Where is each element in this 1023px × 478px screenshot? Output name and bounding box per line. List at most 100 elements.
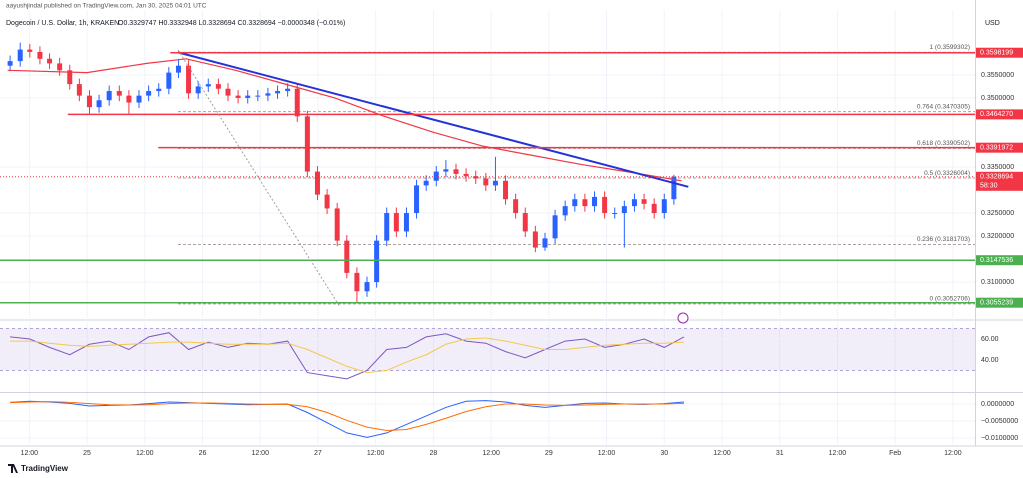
candle-body (473, 176, 479, 179)
symbol: Dogecoin / U.S. Dollar, 1h, KRAKEN (6, 20, 119, 27)
candle-body (612, 213, 618, 215)
countdown: 58:30 (980, 183, 998, 190)
candle-body (492, 180, 498, 186)
price-tag-label: 0.3464270 (980, 111, 1013, 118)
alert-icon[interactable] (677, 312, 689, 324)
candle-body (17, 49, 23, 62)
y-tick-label: −0.0100000 (981, 435, 1018, 442)
candle-body (294, 88, 300, 117)
candle-body (503, 180, 509, 200)
candle-body (304, 116, 310, 172)
candle-body (651, 203, 657, 214)
fib-label: 0.764 (0.3470305) (917, 103, 970, 110)
current-price-label: 0.3328694 (980, 174, 1013, 181)
candle-body (285, 88, 291, 92)
x-tick-label: 25 (83, 450, 91, 457)
candle-body (265, 93, 271, 96)
candle-body (463, 173, 469, 177)
price-tag-label: 0.3391972 (980, 145, 1013, 152)
indicator-line (10, 332, 685, 380)
candle-body (661, 199, 667, 214)
currency: USD (985, 20, 1000, 27)
candle-body (443, 169, 449, 172)
candle-body (641, 199, 647, 204)
candle-body (175, 65, 181, 73)
candle-body (403, 213, 409, 232)
price-tag (976, 47, 1023, 58)
x-tick-label: Feb (889, 450, 901, 457)
fib-label: 0.236 (0.3181703) (917, 236, 970, 243)
x-tick-label: 12:00 (598, 450, 616, 457)
macd-pane (0, 393, 975, 445)
price-tag (976, 109, 1023, 120)
candle-body (245, 95, 251, 98)
candle-body (433, 171, 439, 181)
candle-body (621, 206, 627, 214)
candle-body (334, 208, 340, 241)
candle-body (106, 91, 112, 101)
x-tick-label: 28 (429, 450, 437, 457)
price-tag (976, 255, 1023, 266)
candle-body (67, 70, 73, 85)
x-tick-label: 27 (314, 450, 322, 457)
candle-body (344, 240, 350, 273)
fib-label: 0.5 (0.3326004) (924, 170, 970, 177)
x-tick-label: 12:00 (713, 450, 731, 457)
y-tick-label: 0.3100000 (981, 279, 1014, 286)
candle-body (215, 84, 221, 89)
price-tag (976, 142, 1023, 153)
ohlc: O0.3329747 H0.3332948 L0.3328694 C0.3328… (118, 20, 345, 27)
candle-body (324, 194, 330, 209)
candle-body (156, 88, 162, 92)
candle-body (522, 213, 528, 232)
candle-body (47, 58, 53, 64)
x-tick-label: 26 (199, 450, 207, 457)
rsi-band (0, 328, 975, 371)
candle-body (225, 88, 231, 96)
candle-body (235, 95, 241, 98)
fib-label: 0 (0.3052706) (930, 296, 970, 303)
candle-body (631, 199, 637, 207)
fib-diagonal (177, 49, 341, 308)
candle-body (423, 180, 429, 186)
y-tick-label: 40.00 (981, 357, 999, 364)
candle-body (255, 95, 261, 97)
axes: 12:00 25 12:00 26 12:00 27 12:00 28 12:00 29 12:00… (21, 47, 1023, 457)
candle-body (582, 199, 588, 207)
candle-body (384, 213, 390, 241)
logo-icon (8, 464, 18, 473)
candle-body (552, 215, 558, 239)
candle-body (7, 61, 13, 66)
candle-body (76, 84, 82, 96)
x-tick-label: 12:00 (482, 450, 500, 457)
candle-body (602, 196, 608, 214)
candle-body (186, 65, 192, 94)
x-tick-label: 12:00 (367, 450, 385, 457)
trendline (177, 51, 689, 188)
candle-body (671, 176, 677, 200)
published-note: aayushjindal published on TradingView.co… (6, 3, 207, 10)
y-tick-label: 0.0000000 (981, 401, 1014, 408)
candle-body (126, 95, 132, 103)
y-tick-label: 60.00 (981, 336, 999, 343)
candle-body (86, 95, 92, 108)
candle-body (314, 171, 320, 195)
y-tick-label: 0.3200000 (981, 233, 1014, 240)
x-tick-label: 30 (660, 450, 668, 457)
candle-body (96, 100, 102, 108)
price-tag-label: 0.3147536 (980, 257, 1013, 264)
candle-body (572, 199, 578, 207)
rsi-pane (0, 322, 975, 392)
candle-body (116, 91, 122, 96)
indicator-line (10, 337, 685, 374)
candle-body (542, 238, 548, 248)
x-tick-label: 12:00 (136, 450, 154, 457)
candle-body (37, 51, 43, 59)
candle-body (275, 91, 281, 94)
candle-body (483, 178, 489, 186)
y-tick-label: 0.3250000 (981, 210, 1014, 217)
candle-body (57, 63, 63, 71)
candle-body (562, 206, 568, 216)
y-tick-label: −0.0050000 (981, 418, 1018, 425)
